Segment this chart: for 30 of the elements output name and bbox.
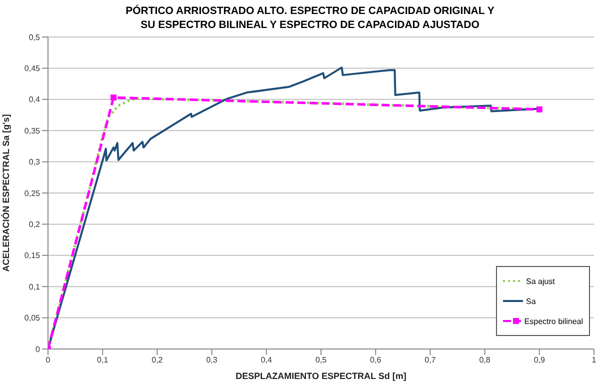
point (536, 106, 542, 112)
legend-label: Sa (526, 296, 536, 306)
x-tick-label: 0,1 (97, 356, 109, 365)
y-tick-label: 0,05 (24, 314, 41, 323)
x-tick-label: 1 (592, 356, 597, 365)
x-tick-label: 0,7 (424, 356, 436, 365)
y-axis-title: ACELERACIÓN ESPECTRAL Sa [g's] (1, 114, 12, 272)
y-tick-label: 0,3 (28, 158, 41, 167)
y-tick-label: 0,35 (24, 126, 41, 136)
x-tick-label: 0,2 (152, 356, 164, 365)
chart-title: PÓRTICO ARRIOSTRADO ALTO. ESPECTRO DE CAPACIDAD ORIGINAL Y SU ESPECTRO BILINEAL Y ESPECTRO DE CAPACIDAD AJUSTADO (124, 4, 496, 32)
x-tick-label: 0,6 (370, 356, 382, 365)
x-tick-label: 0 (46, 356, 51, 365)
y-tick-label: 0,25 (24, 188, 41, 198)
legend-label: Sa ajust (526, 276, 555, 286)
point (110, 94, 117, 101)
x-tick-label: 0,5 (315, 356, 328, 365)
y-tick-label: 0,5 (28, 32, 41, 42)
y-tick-label: 0,1 (28, 282, 41, 292)
y-tick-label: 0,4 (28, 95, 41, 104)
x-tick-label: 0,9 (534, 356, 546, 365)
y-tick-label: 0,15 (24, 251, 41, 260)
x-tick-label: 0,8 (479, 356, 491, 365)
x-tick-label: 0,3 (206, 356, 218, 365)
y-tick-label: 0 (36, 344, 41, 354)
legend-label: Espectro bilineal (524, 316, 583, 326)
y-tick-label: 0,2 (28, 220, 41, 230)
x-tick-label: 0,4 (260, 356, 273, 365)
x-axis-title: DESPLAZAMIENTO ESPECTRAL Sd [m] (236, 371, 406, 381)
y-tick-label: 0,45 (24, 64, 41, 74)
